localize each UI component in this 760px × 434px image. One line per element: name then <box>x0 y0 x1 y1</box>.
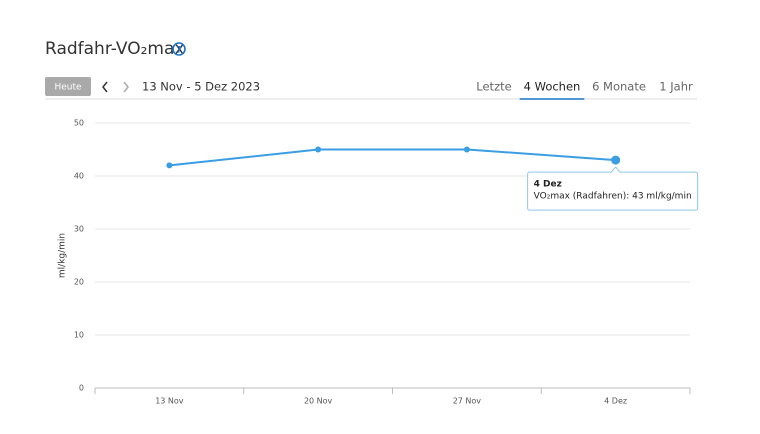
y-tick-label: 50 <box>74 119 84 128</box>
x-tick-label: 20 Nov <box>304 397 333 406</box>
y-tick-label: 0 <box>79 384 84 393</box>
today-label: Heute <box>54 83 82 93</box>
y-tick-label: 10 <box>74 331 84 340</box>
x-tick-label: 4 Dez <box>604 397 627 406</box>
svg-text:?: ? <box>176 46 181 56</box>
y-tick-label: 20 <box>74 278 84 287</box>
y-tick-label: 30 <box>74 225 84 234</box>
y-tick-label: 40 <box>74 172 84 181</box>
page-title: Radfahr-VO₂max <box>45 39 184 59</box>
x-tick-label: 27 Nov <box>453 397 482 406</box>
data-point[interactable] <box>315 146 322 153</box>
today-button[interactable] <box>45 77 91 96</box>
y-axis-label: ml/kg/min <box>58 233 68 278</box>
data-point[interactable] <box>611 155 621 165</box>
tooltip-text: VO₂max (Radfahren): 43 ml/kg/min <box>534 192 692 202</box>
tooltip-pointer <box>610 166 621 173</box>
date-range: 13 Nov - 5 Dez 2023 <box>142 80 260 94</box>
range-tab[interactable]: Letzte <box>476 80 511 94</box>
data-point[interactable] <box>166 162 173 169</box>
series-line <box>169 148 616 167</box>
range-tab[interactable]: 1 Jahr <box>659 80 693 94</box>
range-tab[interactable]: 6 Monate <box>592 80 646 94</box>
data-point[interactable] <box>463 146 470 153</box>
help-icon[interactable]: ? <box>172 42 186 56</box>
range-tab[interactable]: 4 Wochen <box>524 80 581 94</box>
next-arrow[interactable] <box>123 81 129 93</box>
x-tick-label: 13 Nov <box>155 397 184 406</box>
prev-arrow[interactable] <box>102 81 108 93</box>
tooltip-title: 4 Dez <box>534 180 562 190</box>
